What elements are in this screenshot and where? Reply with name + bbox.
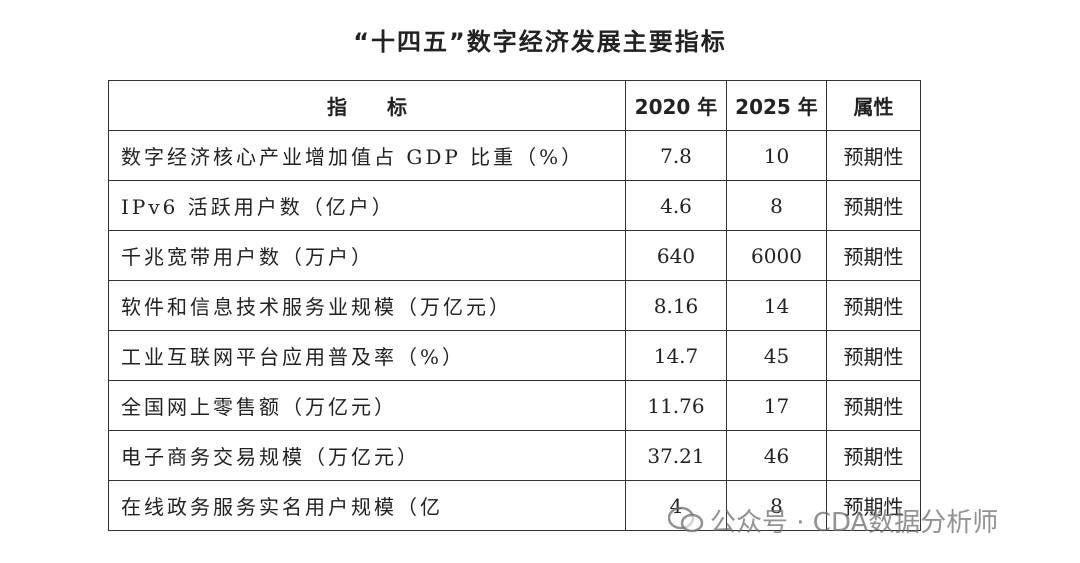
value-cell: 预期性 (826, 230, 921, 281)
header-cell: 属性 (826, 80, 921, 131)
value-cell: 10 (726, 130, 827, 181)
value-cell: 预期性 (826, 380, 921, 431)
value-cell: 45 (726, 330, 827, 381)
value-cell: 6000 (726, 230, 827, 281)
value-cell: 46 (726, 430, 827, 481)
value-cell: 14.7 (625, 330, 727, 381)
header-cell: 2025 年 (726, 80, 827, 131)
indicator-cell: 在线政务服务实名用户规模（亿 (108, 480, 626, 531)
table-row: 千兆宽带用户数（万户） 640 6000 预期性 (108, 230, 921, 281)
header-row: 指 标 2020 年 2025 年属性 (108, 80, 921, 131)
indicator-cell: 电子商务交易规模（万亿元） (108, 430, 626, 481)
indicator-cell: 工业互联网平台应用普及率（%） (108, 330, 626, 381)
header-cell: 2020 年 (625, 80, 727, 131)
indicator-cell: 全国网上零售额（万亿元） (108, 380, 626, 431)
value-cell: 14 (726, 280, 827, 331)
value-cell: 37.21 (625, 430, 727, 481)
table-row: 软件和信息技术服务业规模（万亿元） 8.16 14 预期性 (108, 280, 921, 331)
header-cell: 指 标 (108, 80, 626, 131)
watermark: 公众号 · CDA数据分析师 (710, 508, 999, 538)
value-cell: 11.76 (625, 380, 727, 431)
value-cell: 预期性 (826, 480, 921, 531)
table-row: 在线政务服务实名用户规模（亿 4 8 预期性 (108, 480, 921, 531)
value-cell: 17 (726, 380, 827, 431)
indicator-table: 指 标 2020 年 2025 年属性 数字经济核心产业增加值占 GDP 比重（%）… (108, 80, 921, 531)
table-row: 电子商务交易规模（万亿元） 37.21 46 预期性 (108, 430, 921, 481)
indicator-cell: 数字经济核心产业增加值占 GDP 比重（%） (108, 130, 626, 181)
value-cell: 预期性 (826, 430, 921, 481)
value-cell: 预期性 (826, 330, 921, 381)
indicator-cell: IPv6 活跃用户数（亿户） (108, 180, 626, 231)
table-row: IPv6 活跃用户数（亿户） 4.6 8 预期性 (108, 180, 921, 231)
value-cell: 4.6 (625, 180, 727, 231)
table-row: 工业互联网平台应用普及率（%） 14.7 45 预期性 (108, 330, 921, 381)
indicator-cell: 软件和信息技术服务业规模（万亿元） (108, 280, 626, 331)
value-cell: 预期性 (826, 180, 921, 231)
table-row: 数字经济核心产业增加值占 GDP 比重（%） 7.8 10 预期性 (108, 130, 921, 181)
title: “十四五”数字经济发展主要指标 (353, 28, 727, 56)
value-cell: 8.16 (625, 280, 727, 331)
value-cell: 8 (726, 180, 827, 231)
value-cell: 预期性 (826, 130, 921, 181)
table-row: 全国网上零售额（万亿元） 11.76 17 预期性 (108, 380, 921, 431)
watermark-icon (668, 506, 704, 533)
value-cell: 640 (625, 230, 727, 281)
indicator-cell: 千兆宽带用户数（万户） (108, 230, 626, 281)
value-cell: 7.8 (625, 130, 727, 181)
table-body: 数字经济核心产业增加值占 GDP 比重（%） 7.8 10 预期性 IPv6 活跃用户数… (108, 130, 921, 531)
value-cell: 预期性 (826, 280, 921, 331)
